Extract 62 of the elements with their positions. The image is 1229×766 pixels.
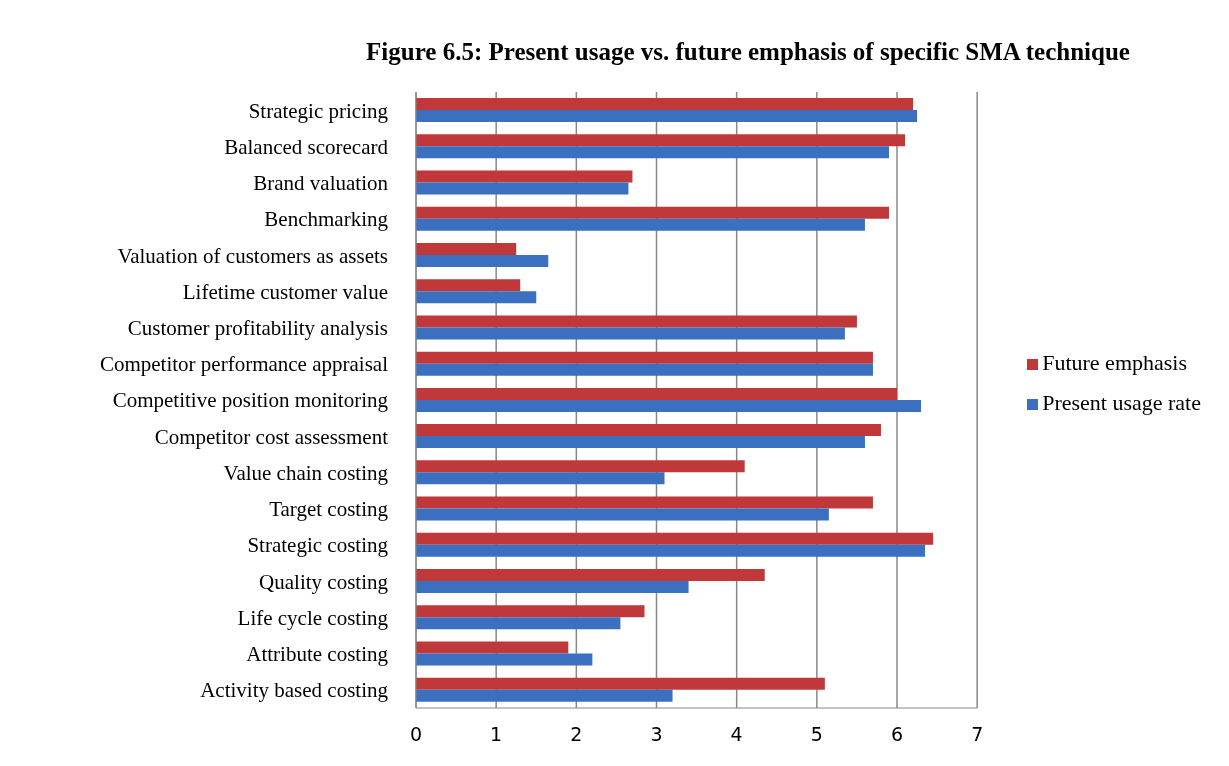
bar	[416, 424, 881, 437]
y-tick-label: Target costing	[269, 497, 389, 522]
bar	[416, 315, 857, 328]
bar	[416, 508, 829, 521]
y-tick-label: Value chain costing	[223, 460, 389, 485]
y-tick-label: Strategic costing	[247, 533, 389, 558]
x-tick-label: 0	[409, 723, 423, 746]
bar	[416, 689, 673, 702]
y-tick-label: Attribute costing	[246, 642, 389, 667]
bar	[416, 134, 906, 147]
x-tick-label: 2	[570, 723, 583, 746]
x-tick-label: 7	[971, 723, 984, 746]
bar	[416, 677, 825, 690]
bar	[416, 399, 922, 412]
bar	[416, 351, 873, 364]
bar	[416, 98, 914, 110]
bar	[416, 327, 845, 340]
bar	[416, 653, 593, 666]
y-tick-label: Benchmarking	[264, 207, 389, 232]
y-tick-label: Customer profitability analysis	[127, 315, 388, 340]
bar	[416, 581, 689, 594]
legend-label: Present usage rate	[1042, 390, 1201, 415]
y-tick-label: Life cycle costing	[237, 605, 389, 630]
x-tick-label: 3	[650, 723, 663, 746]
bar	[416, 460, 745, 473]
bar	[416, 532, 934, 545]
bar	[416, 218, 865, 231]
bar	[416, 146, 889, 159]
legend-label: Future emphasis	[1042, 350, 1187, 375]
x-tick-label: 5	[810, 723, 823, 746]
bar	[416, 279, 521, 292]
x-tick-label: 6	[890, 723, 904, 746]
y-tick-label: Activity based costing	[200, 678, 389, 703]
bar	[416, 436, 865, 449]
y-tick-label: Competitor performance appraisal	[99, 352, 389, 377]
bar	[416, 363, 873, 376]
bar	[416, 569, 765, 582]
bar	[416, 496, 873, 509]
bar	[416, 110, 918, 122]
y-tick-label: Valuation of customers as assets	[117, 243, 388, 268]
bar	[416, 641, 569, 654]
x-tick-label: 4	[730, 723, 743, 746]
x-tick-label: 1	[490, 723, 503, 746]
y-tick-label: Balanced scorecard	[224, 134, 389, 159]
bar	[416, 206, 889, 219]
bar	[416, 544, 926, 557]
y-tick-label: Strategic pricing	[248, 98, 389, 123]
y-tick-label: Brand valuation	[253, 171, 389, 196]
bar	[416, 242, 517, 255]
bar	[416, 617, 621, 630]
bar	[416, 170, 633, 183]
bar	[416, 182, 629, 195]
chart-title: Figure 6.5: Present usage vs. future emphasis of specific SMA technique	[365, 38, 1131, 66]
bar	[416, 254, 549, 267]
bar	[416, 387, 897, 400]
y-tick-label: Competitive position monitoring	[112, 388, 389, 413]
bar	[416, 291, 537, 304]
y-tick-label: Competitor cost assessment	[154, 424, 389, 449]
bar	[416, 605, 645, 618]
y-tick-label: Quality costing	[259, 569, 389, 594]
bar	[416, 472, 665, 485]
y-tick-label: Lifetime customer value	[182, 279, 388, 304]
